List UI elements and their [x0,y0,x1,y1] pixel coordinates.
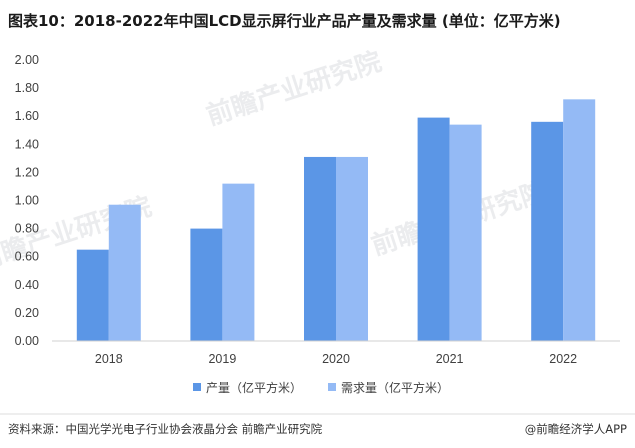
y-tick-label: 1.20 [15,165,39,179]
bar-production-2022 [531,121,564,341]
y-tick-label: 1.80 [15,81,39,95]
y-tick-label: 0.60 [15,250,39,264]
y-tick-label: 0.20 [15,306,39,320]
watermark-1: 前瞻产业研究院 [203,46,386,132]
x-tick-label: 2021 [436,352,464,366]
bar-demand-2022 [563,99,596,341]
y-tick-label: 2.00 [15,53,39,67]
bar-production-2020 [304,156,336,341]
bar-demand-2020 [336,156,368,341]
legend-label-production: 产量（亿平方米） [206,380,302,395]
bar-production-2021 [417,117,450,341]
brand-label: @前瞻经济学人APP [525,422,627,436]
x-tick-label: 2020 [322,352,350,366]
legend-swatch-production [193,383,201,391]
y-tick-label: 1.60 [15,109,39,123]
chart-title: 图表10：2018-2022年中国LCD显示屏行业产品产量及需求量 (单位：亿平… [8,12,561,30]
x-axis: 2018 2019 2020 2021 2022 [95,352,577,366]
bar-demand-2021 [449,124,482,341]
x-tick-label: 2018 [95,352,123,366]
bar-production-2019 [190,228,223,341]
legend: 产量（亿平方米） 需求量（亿平方米） [193,380,449,395]
y-tick-label: 0.80 [15,222,39,236]
y-tick-label: 1.00 [15,194,39,208]
bar-demand-2019 [222,183,255,341]
bar-demand-2018 [108,204,141,341]
x-tick-label: 2022 [549,352,577,366]
y-axis: 0.00 0.20 0.40 0.60 0.80 1.00 1.20 1.40 1.60 1.80… [15,53,39,348]
bar-production-2018 [76,249,109,341]
y-tick-label: 0.40 [15,278,39,292]
x-tick-label: 2019 [208,352,236,366]
source-note: 资料来源：中国光学光电子行业协会液晶分会 前瞻产业研究院 [8,422,323,436]
y-tick-label: 1.40 [15,137,39,151]
bars [76,99,596,341]
legend-label-demand: 需求量（亿平方米） [341,380,449,395]
y-tick-label: 0.00 [15,334,39,348]
legend-swatch-demand [328,383,336,391]
